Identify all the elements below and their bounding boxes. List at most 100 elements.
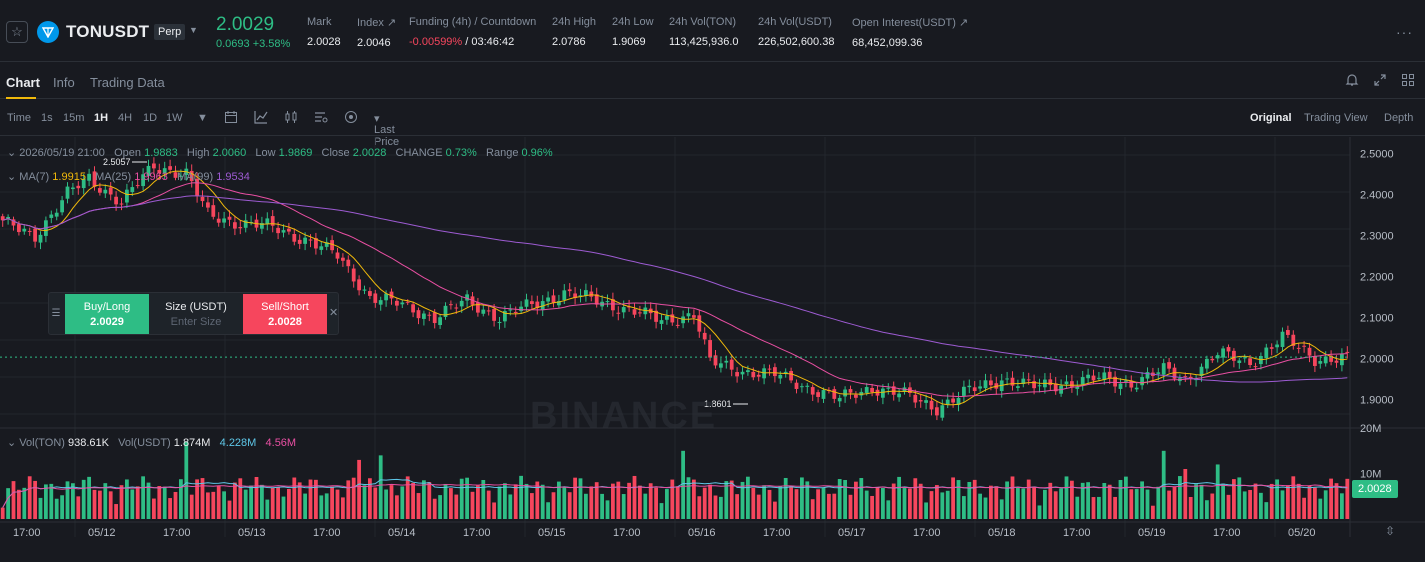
- price-type-select[interactable]: Last Price ▾: [374, 113, 400, 148]
- candle-body: [422, 313, 426, 319]
- alert-bell-icon[interactable]: [1345, 73, 1359, 90]
- candle-body: [227, 216, 232, 220]
- candle-body: [416, 310, 421, 319]
- candle-body: [1232, 350, 1236, 361]
- volume-bar: [44, 484, 48, 519]
- view-depth[interactable]: Depth: [1384, 112, 1414, 124]
- volume-bar: [951, 477, 955, 519]
- candle-body: [1091, 375, 1096, 381]
- volume-bar: [416, 493, 421, 519]
- stat-open-interest[interactable]: Open Interest(USDT) ↗ 68,452,099.36: [852, 17, 969, 49]
- view-original[interactable]: Original: [1250, 112, 1292, 124]
- candle-body: [1334, 360, 1339, 363]
- calendar-icon[interactable]: [224, 110, 238, 127]
- volume-bar: [605, 500, 610, 519]
- volume-bar: [346, 480, 351, 519]
- stat-index[interactable]: Index ↗ 2.0046: [357, 17, 397, 49]
- interval-1h[interactable]: 1H: [94, 112, 109, 124]
- candle-body: [546, 297, 550, 302]
- interval-1d[interactable]: 1D: [143, 112, 158, 124]
- volume-bar: [238, 478, 243, 519]
- volume-bar: [945, 490, 950, 519]
- price-tick-label: 2.4000: [1360, 189, 1394, 201]
- candle-body: [832, 389, 837, 399]
- volume-bar: [173, 491, 178, 519]
- interval-1s[interactable]: 1s: [41, 112, 53, 124]
- expand-icon[interactable]: [1373, 73, 1387, 90]
- volume-bar: [1215, 464, 1220, 519]
- candle-body: [1215, 355, 1220, 359]
- time-tick-label: 05/12: [88, 527, 116, 537]
- interval-4h[interactable]: 4H: [118, 112, 133, 124]
- drag-handle-icon[interactable]: ☰: [51, 308, 61, 319]
- candle-body: [1167, 362, 1171, 369]
- interval-time[interactable]: Time: [7, 112, 32, 124]
- tab-trading-data[interactable]: Trading Data: [90, 75, 165, 90]
- volume-bar: [589, 486, 594, 519]
- candle-body: [233, 222, 237, 229]
- price-chart-svg[interactable]: 2.5000 2.4000 2.3000 2.2000 2.1000 2.0000 1.90…: [0, 137, 1425, 537]
- volume-bar: [535, 481, 540, 519]
- tab-chart[interactable]: Chart: [6, 75, 40, 90]
- volume-bar: [1124, 476, 1128, 519]
- symbol-name[interactable]: TONUSDT: [66, 22, 150, 41]
- chart-area[interactable]: 2.5000 2.4000 2.3000 2.2000 2.1000 2.0000 1.90…: [0, 137, 1425, 537]
- candle-body: [173, 172, 178, 178]
- interval-1w[interactable]: 1W: [166, 112, 183, 124]
- interval-15m[interactable]: 15m: [63, 112, 85, 124]
- target-icon[interactable]: [344, 110, 358, 127]
- volume-bar: [1280, 490, 1285, 519]
- candle-body: [98, 188, 102, 193]
- volume-bar: [395, 495, 399, 519]
- volume-bar: [162, 486, 167, 519]
- volume-bar: [1286, 485, 1290, 519]
- layout-grid-icon[interactable]: [1401, 73, 1415, 90]
- volume-bar: [1064, 476, 1069, 519]
- symbol-dropdown-icon[interactable]: ▼: [189, 25, 198, 35]
- close-icon[interactable]: ✕: [329, 307, 339, 319]
- candle-body: [125, 189, 129, 203]
- candle-body: [1275, 344, 1279, 348]
- volume-bar: [638, 485, 642, 519]
- indicator-icon[interactable]: [254, 110, 268, 127]
- candle-body: [746, 370, 750, 373]
- volume-bar: [692, 479, 696, 519]
- binance-watermark: BINANCE: [530, 395, 718, 437]
- ma-legend: ⌄ MA(7) 1.9915 MA(25) 1.9963 MA(99) 1.95…: [7, 171, 250, 183]
- interval-dropdown-icon[interactable]: ▼: [197, 112, 208, 124]
- volume-bar: [854, 481, 858, 519]
- size-input[interactable]: Size (USDT) Enter Size: [165, 301, 227, 328]
- candle-body: [303, 237, 307, 244]
- candle-body: [816, 392, 820, 397]
- volume-bar: [1172, 486, 1177, 519]
- price-tick-label: 2.3000: [1360, 230, 1394, 242]
- more-icon[interactable]: ···: [1396, 24, 1413, 40]
- favorite-star-icon[interactable]: ☆: [6, 21, 28, 43]
- candle-type-icon[interactable]: [284, 110, 298, 127]
- volume-bar: [1199, 484, 1204, 519]
- buy-long-button[interactable]: Buy/Long 2.0029: [65, 294, 149, 334]
- candle-body: [335, 252, 340, 259]
- volume-bar: [1026, 479, 1031, 519]
- volume-bar: [98, 490, 102, 519]
- candle-body: [1102, 372, 1107, 381]
- candle-body: [481, 309, 486, 314]
- tab-info[interactable]: Info: [53, 75, 75, 90]
- volume-bar: [481, 479, 486, 519]
- price-tick-label: 2.2000: [1360, 271, 1394, 283]
- volume-bar: [962, 496, 966, 519]
- volume-bar: [821, 487, 826, 519]
- sell-short-button[interactable]: Sell/Short 2.0028: [243, 294, 327, 334]
- low-marker-label: 1.8601: [704, 399, 732, 409]
- volume-bar: [540, 484, 545, 519]
- candle-body: [141, 174, 145, 187]
- volume-bar: [1097, 496, 1101, 519]
- volume-bar: [1005, 481, 1009, 519]
- volume-bar: [697, 496, 702, 519]
- volume-bar: [843, 480, 847, 519]
- volume-bar: [27, 476, 32, 519]
- view-trading-view[interactable]: Trading View: [1304, 112, 1368, 124]
- ma-collapse-icon: ⌄: [7, 171, 17, 183]
- volume-bar: [308, 479, 313, 519]
- settings-list-icon[interactable]: [314, 110, 328, 127]
